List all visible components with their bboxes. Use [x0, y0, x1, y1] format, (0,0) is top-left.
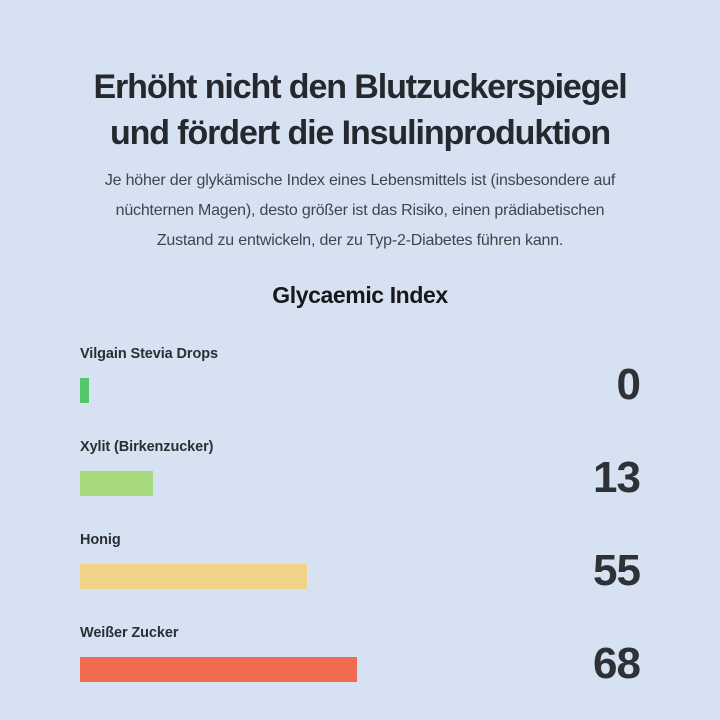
page-subtitle-line: Je höher der glykämische Index eines Leb…	[104, 172, 616, 189]
bar-row: Vilgain Stevia Drops 0	[80, 344, 641, 407]
bar-value: 55	[593, 546, 641, 595]
bar-fill	[80, 471, 153, 496]
bar-rows: Vilgain Stevia Drops 0 Xylit (Birkenzuck…	[80, 344, 641, 686]
page-subtitle: Je höher der glykämische Index eines Leb…	[60, 166, 660, 256]
bar-track	[80, 471, 593, 496]
bar-row-left: Weißer Zucker	[80, 623, 593, 682]
header: Erhöht nicht den Blutzuckerspiegel und f…	[60, 64, 660, 256]
bar-row: Weißer Zucker 68	[80, 623, 641, 686]
bar-value: 0	[616, 360, 642, 409]
page-subtitle-line: Zustand zu entwickeln, der zu Typ-2-Diab…	[156, 232, 564, 249]
bar-fill	[80, 657, 357, 682]
bar-label: Xylit (Birkenzucker)	[80, 439, 214, 455]
bar-row-left: Xylit (Birkenzucker)	[80, 437, 593, 496]
bar-fill	[80, 564, 307, 589]
bar-row-left: Vilgain Stevia Drops	[80, 344, 617, 403]
bar-label: Honig	[80, 532, 121, 548]
bar-track	[80, 378, 617, 403]
bar-label: Vilgain Stevia Drops	[80, 346, 218, 362]
bar-row-left: Honig	[80, 530, 593, 589]
bar-track	[80, 564, 593, 589]
bar-track	[80, 657, 593, 682]
bar-value: 13	[593, 453, 641, 502]
chart-title: Glycaemic Index	[272, 282, 448, 308]
bar-label: Weißer Zucker	[80, 625, 179, 641]
bar-row: Honig 55	[80, 530, 641, 593]
page-title-line: und fördert die Insulinproduktion	[109, 114, 611, 152]
page-title: Erhöht nicht den Blutzuckerspiegel und f…	[60, 64, 660, 156]
glycaemic-index-chart: Glycaemic Index Vilgain Stevia Drops 0 X…	[60, 280, 660, 686]
page-subtitle-line: nüchternen Magen), desto größer ist das …	[115, 202, 605, 219]
page-title-line: Erhöht nicht den Blutzuckerspiegel	[93, 68, 627, 106]
bar-value: 68	[593, 639, 641, 688]
bar-row: Xylit (Birkenzucker) 13	[80, 437, 641, 500]
bar-fill	[80, 378, 89, 403]
